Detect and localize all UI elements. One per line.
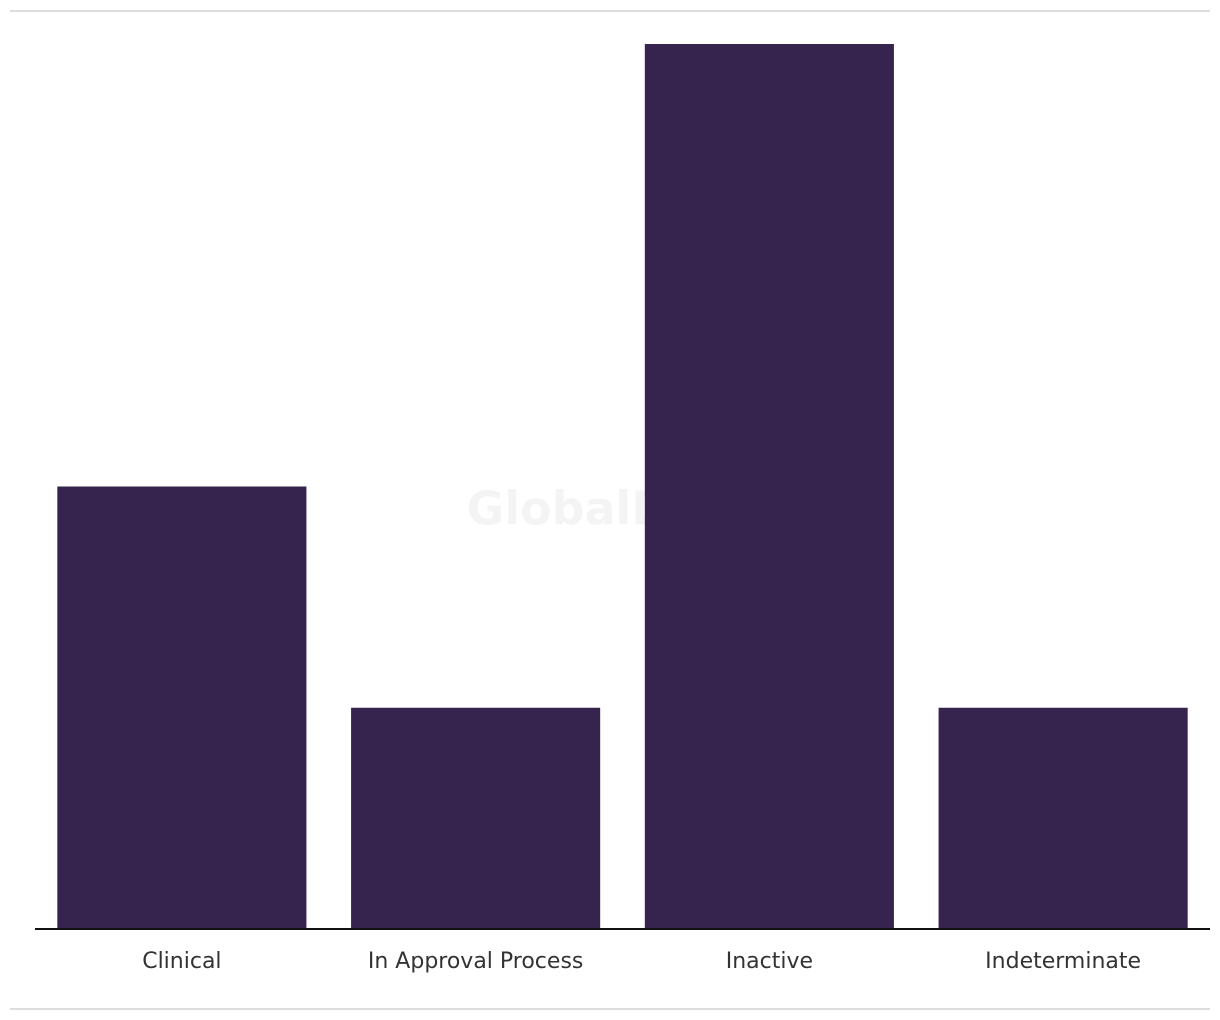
bar — [57, 486, 307, 929]
x-tick-label: Clinical — [142, 949, 221, 974]
x-tick-label: Inactive — [726, 949, 813, 974]
x-tick-label: Indeterminate — [985, 949, 1141, 974]
bar — [644, 44, 894, 929]
x-tick-label: In Approval Process — [368, 949, 584, 974]
bar — [938, 707, 1188, 929]
bar — [351, 707, 601, 929]
